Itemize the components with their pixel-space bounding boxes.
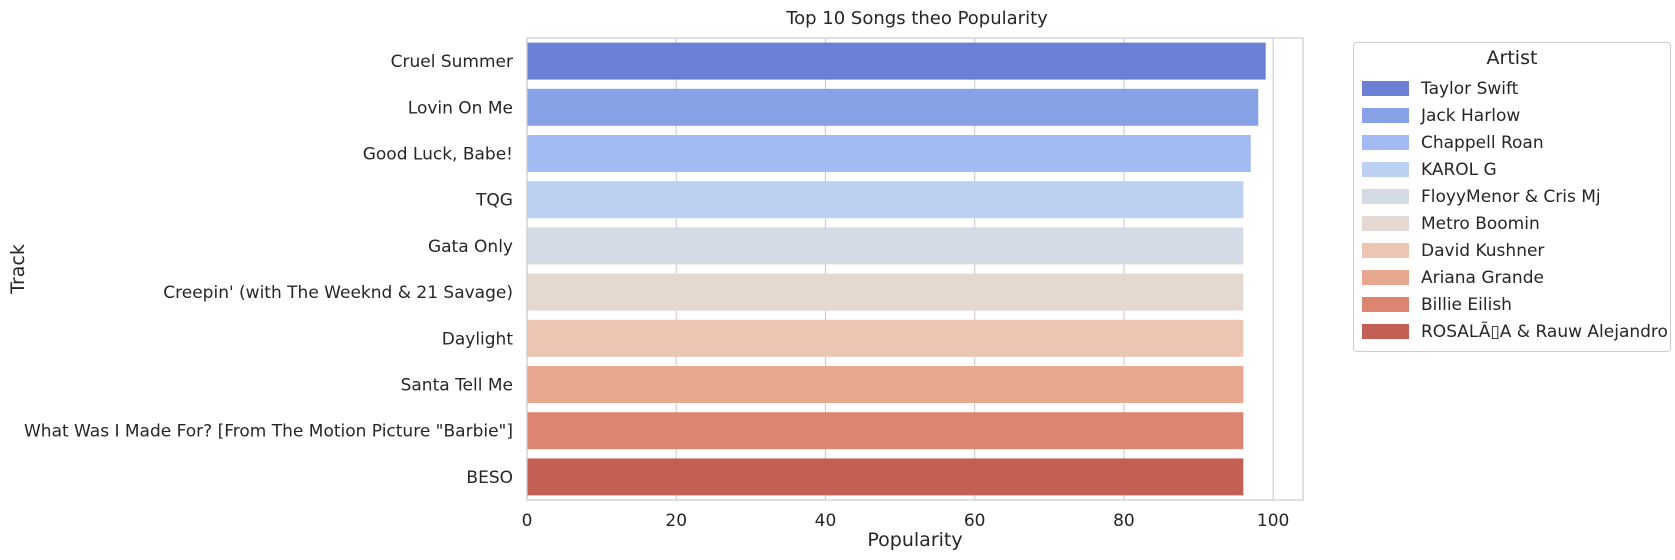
legend-label: Chappell Roan	[1421, 132, 1544, 153]
legend-item: Ariana Grande	[1362, 264, 1668, 291]
bar	[527, 319, 1244, 357]
legend-swatch	[1362, 135, 1409, 150]
y-tick-label: Gata Only	[428, 237, 513, 257]
x-axis-label: Popularity	[867, 529, 962, 551]
bar	[527, 42, 1266, 80]
y-tick-labels: Cruel Summer Lovin On Me Good Luck, Babe! T…	[24, 52, 513, 488]
legend-label: KAROL G	[1421, 159, 1497, 180]
legend-items: Taylor Swift Jack Harlow Chappell Roan KARO…	[1362, 75, 1668, 345]
y-tick-label: BESO	[466, 468, 513, 488]
legend-swatch	[1362, 324, 1409, 339]
bar	[527, 366, 1244, 403]
y-tick-label: Lovin On Me	[408, 98, 513, 118]
bar	[527, 458, 1244, 496]
legend-item: Taylor Swift	[1362, 75, 1668, 102]
legend-label: ROSALÃ▯A & Rauw Alejandro	[1421, 321, 1668, 342]
x-tick-label: 80	[1113, 511, 1135, 531]
legend-item: ROSALÃ▯A & Rauw Alejandro	[1362, 318, 1668, 345]
x-tick-label: 20	[665, 511, 687, 531]
bar	[527, 412, 1244, 450]
bar	[527, 135, 1251, 172]
y-tick-label: Cruel Summer	[391, 52, 513, 72]
bar	[527, 181, 1244, 219]
legend-swatch	[1362, 81, 1409, 96]
legend-title: Artist	[1486, 47, 1538, 69]
legend-label: FloyyMenor & Cris Mj	[1421, 186, 1601, 207]
legend-item: David Kushner	[1362, 237, 1668, 264]
legend-swatch	[1362, 297, 1409, 312]
y-tick-label: Daylight	[442, 329, 514, 349]
legend-item: Billie Eilish	[1362, 291, 1668, 318]
legend-swatch	[1362, 243, 1409, 258]
x-tick-label: 0	[522, 511, 533, 531]
legend-item: Metro Boomin	[1362, 210, 1668, 237]
legend-label: Taylor Swift	[1421, 78, 1519, 99]
legend-label: Metro Boomin	[1421, 213, 1540, 234]
legend-swatch	[1362, 108, 1409, 123]
legend-swatch	[1362, 216, 1409, 231]
bar	[527, 273, 1244, 311]
x-tick-label: 100	[1257, 511, 1289, 531]
bar	[527, 88, 1259, 126]
y-tick-label: Good Luck, Babe!	[363, 145, 513, 165]
legend-label: Billie Eilish	[1421, 294, 1512, 315]
legend-item: Chappell Roan	[1362, 129, 1668, 156]
x-tick-label: 60	[964, 511, 986, 531]
plot-frame	[526, 37, 1304, 501]
y-tick-label: Creepin' (with The Weeknd & 21 Savage)	[163, 283, 513, 303]
bars	[527, 42, 1266, 496]
y-tick-label: Santa Tell Me	[401, 376, 513, 396]
legend: Artist Taylor Swift Jack Harlow Chappell R…	[1353, 42, 1671, 352]
legend-item: Jack Harlow	[1362, 102, 1668, 129]
legend-swatch	[1362, 270, 1409, 285]
bar	[527, 227, 1244, 265]
x-tick-label: 40	[815, 511, 837, 531]
legend-item: FloyyMenor & Cris Mj	[1362, 183, 1668, 210]
legend-label: David Kushner	[1421, 240, 1545, 261]
legend-label: Jack Harlow	[1421, 105, 1521, 126]
legend-swatch	[1362, 189, 1409, 204]
legend-swatch	[1362, 162, 1409, 177]
legend-item: KAROL G	[1362, 156, 1668, 183]
y-tick-label: What Was I Made For? [From The Motion Pi…	[24, 422, 513, 442]
chart-title: Top 10 Songs theo Popularity	[785, 8, 1048, 29]
y-axis-label: Track	[7, 244, 29, 295]
x-tick-labels: 0 20 40 60 80 100	[522, 511, 1290, 531]
y-tick-label: TQG	[475, 191, 513, 211]
legend-label: Ariana Grande	[1421, 267, 1544, 288]
